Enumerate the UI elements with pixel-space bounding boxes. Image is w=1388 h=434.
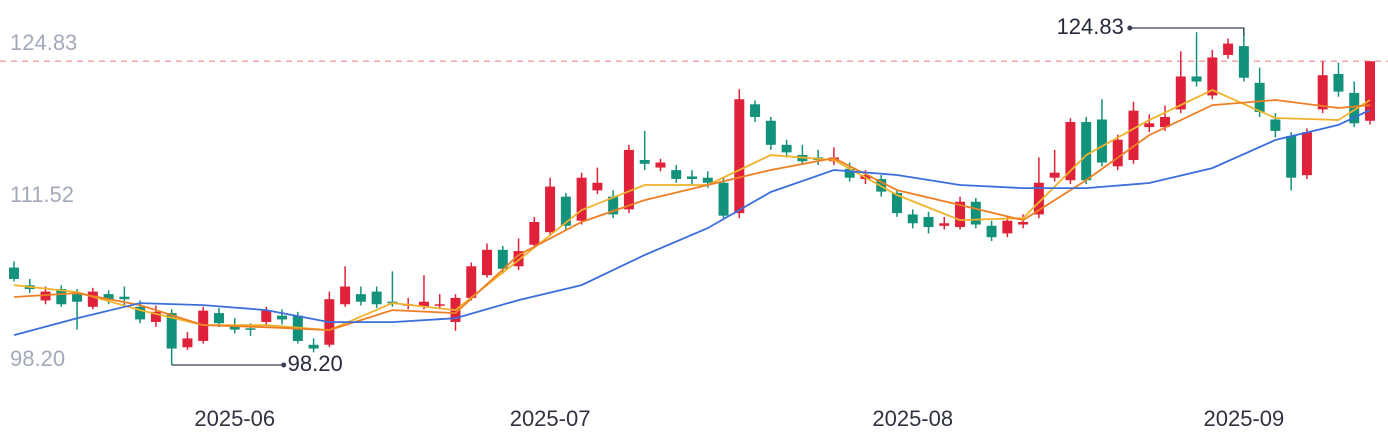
candle-body [1365, 61, 1375, 121]
candle-body [497, 249, 508, 269]
candle-body [166, 313, 177, 349]
candle-body [150, 311, 161, 322]
candle-body [923, 216, 934, 228]
candle-body [955, 201, 966, 228]
candle-body [103, 294, 114, 300]
candle-body [687, 176, 697, 179]
candle-body [655, 162, 666, 168]
candle-body [844, 168, 855, 178]
candle-body [639, 159, 650, 164]
candle-body [529, 221, 540, 245]
candle-body [40, 291, 51, 301]
x-tick-label: 2025-07 [510, 406, 591, 431]
candle-body [560, 196, 571, 226]
moving-average-line [13, 99, 1371, 332]
candle-body [608, 196, 619, 215]
candle-body [1317, 75, 1328, 110]
candle-body [576, 177, 587, 221]
candle-body [87, 291, 98, 307]
y-tick-label: 111.52 [10, 182, 74, 207]
candle-body [1286, 135, 1297, 178]
candle-body [466, 266, 477, 298]
candle-body [1223, 43, 1234, 55]
candle-body [939, 223, 950, 226]
candle-body [1018, 221, 1029, 225]
annotation-label: 124.83 [1057, 14, 1124, 39]
x-tick-label: 2025-09 [1203, 406, 1284, 431]
candle-body [1333, 73, 1344, 92]
candle-body [781, 144, 792, 153]
candle-body [308, 344, 319, 349]
annotation-dot [281, 362, 287, 368]
candle-body [545, 186, 556, 233]
candle-body [1081, 122, 1092, 181]
candle-body [340, 286, 351, 305]
y-tick-label: 98.20 [10, 346, 65, 371]
candle-body [1160, 116, 1171, 128]
candle-body [182, 338, 193, 348]
candle-body [1033, 182, 1044, 215]
candle-body [1002, 220, 1013, 234]
candle-body [1096, 119, 1107, 163]
candle-body [734, 99, 745, 214]
candle-body [245, 328, 256, 330]
y-tick-label: 124.83 [10, 30, 77, 55]
candle-body [1270, 119, 1281, 131]
candle-body [907, 214, 918, 224]
candle-body [1144, 123, 1155, 128]
candle-body [1301, 132, 1312, 176]
candle-body [1238, 46, 1249, 78]
candle-body [355, 294, 366, 302]
candle-body [623, 149, 634, 210]
candle-body [9, 267, 19, 279]
candle-body [718, 182, 729, 216]
candle-body [1349, 92, 1360, 124]
candle-body [418, 301, 429, 307]
candle-body [1112, 139, 1123, 167]
candle-body [970, 201, 981, 225]
candle-body [261, 310, 272, 322]
candle-body [119, 296, 130, 300]
annotation-label: 98.20 [288, 351, 343, 376]
candle-body [986, 225, 997, 238]
candle-body [1254, 82, 1265, 112]
candle-body [1207, 57, 1218, 96]
candle-body [72, 294, 83, 302]
x-tick-label: 2025-08 [872, 406, 953, 431]
candle-body [434, 304, 445, 306]
candle-body [213, 313, 224, 324]
candle-body [229, 325, 240, 330]
candle-body [513, 251, 524, 267]
candle-body [891, 192, 902, 214]
candle-body [482, 249, 493, 276]
moving-average-line [13, 109, 1371, 336]
candle-body [1191, 76, 1202, 82]
candle-body [1175, 76, 1186, 110]
candle-body [702, 177, 713, 183]
candle-body [1128, 110, 1139, 160]
candle-body [277, 315, 288, 320]
candle-body [1049, 172, 1060, 178]
candle-body [765, 120, 776, 145]
candle-body [1065, 122, 1076, 181]
candle-body [135, 306, 146, 320]
annotation-leader [1129, 27, 1245, 36]
candle-body [671, 170, 682, 179]
annotation-dot [1127, 25, 1133, 31]
x-tick-label: 2025-06 [194, 406, 275, 431]
candle-body [371, 291, 382, 305]
candle-body [592, 182, 603, 191]
candle-body [750, 104, 761, 117]
candle-body [56, 289, 67, 305]
